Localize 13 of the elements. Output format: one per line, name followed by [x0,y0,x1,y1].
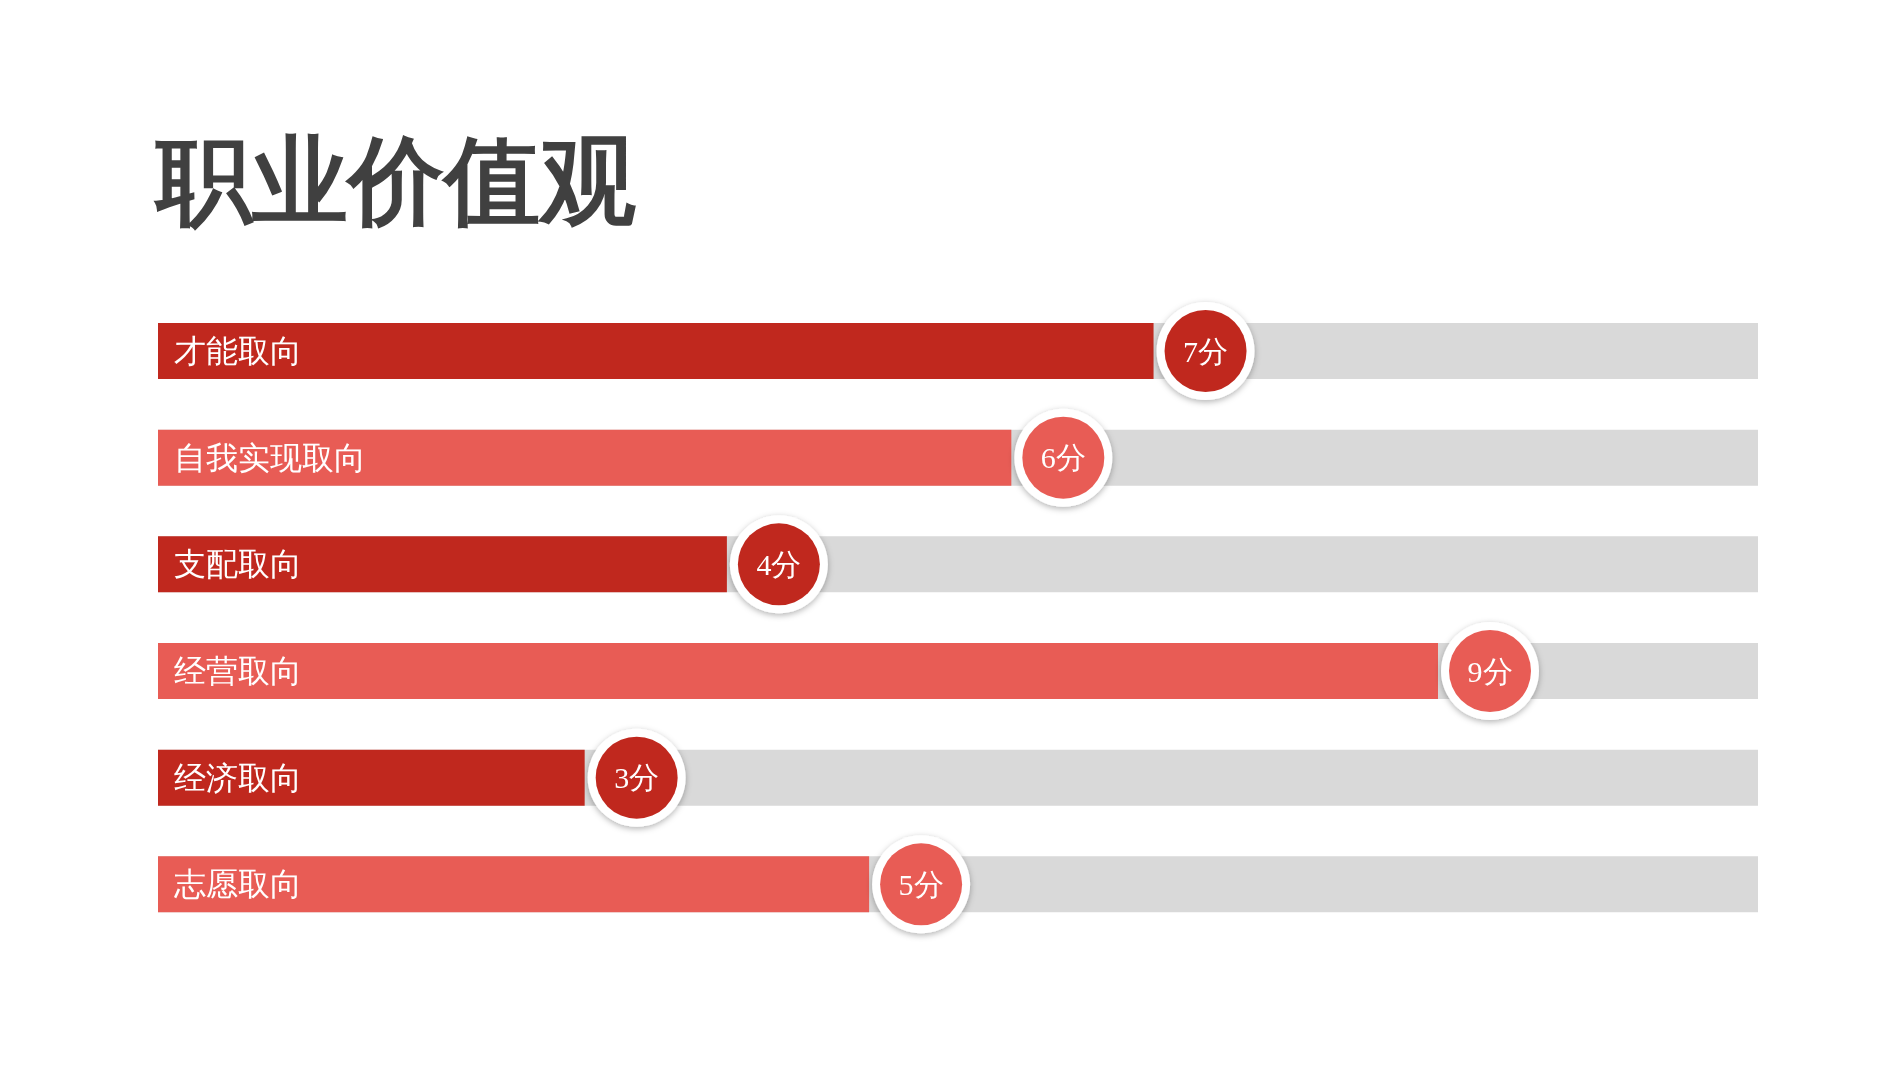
y-tick-label: 经济取向 [174,758,302,797]
data-label: 6分 [1040,441,1086,475]
y-tick-label: 自我实现取向 [174,438,366,477]
data-label: 5分 [898,867,944,901]
y-tick-label: 才能取向 [174,332,302,370]
y-tick-label: 支配取向 [174,545,302,584]
data-label: 4分 [756,547,802,581]
data-label: 9分 [1467,654,1513,688]
y-tick-label: 志愿取向 [174,865,302,904]
y-tick-label: 经营取向 [174,652,302,690]
data-label: 3分 [614,761,660,795]
chart-title: 职业价值观 [156,124,636,239]
data-label: 7分 [1183,334,1229,368]
